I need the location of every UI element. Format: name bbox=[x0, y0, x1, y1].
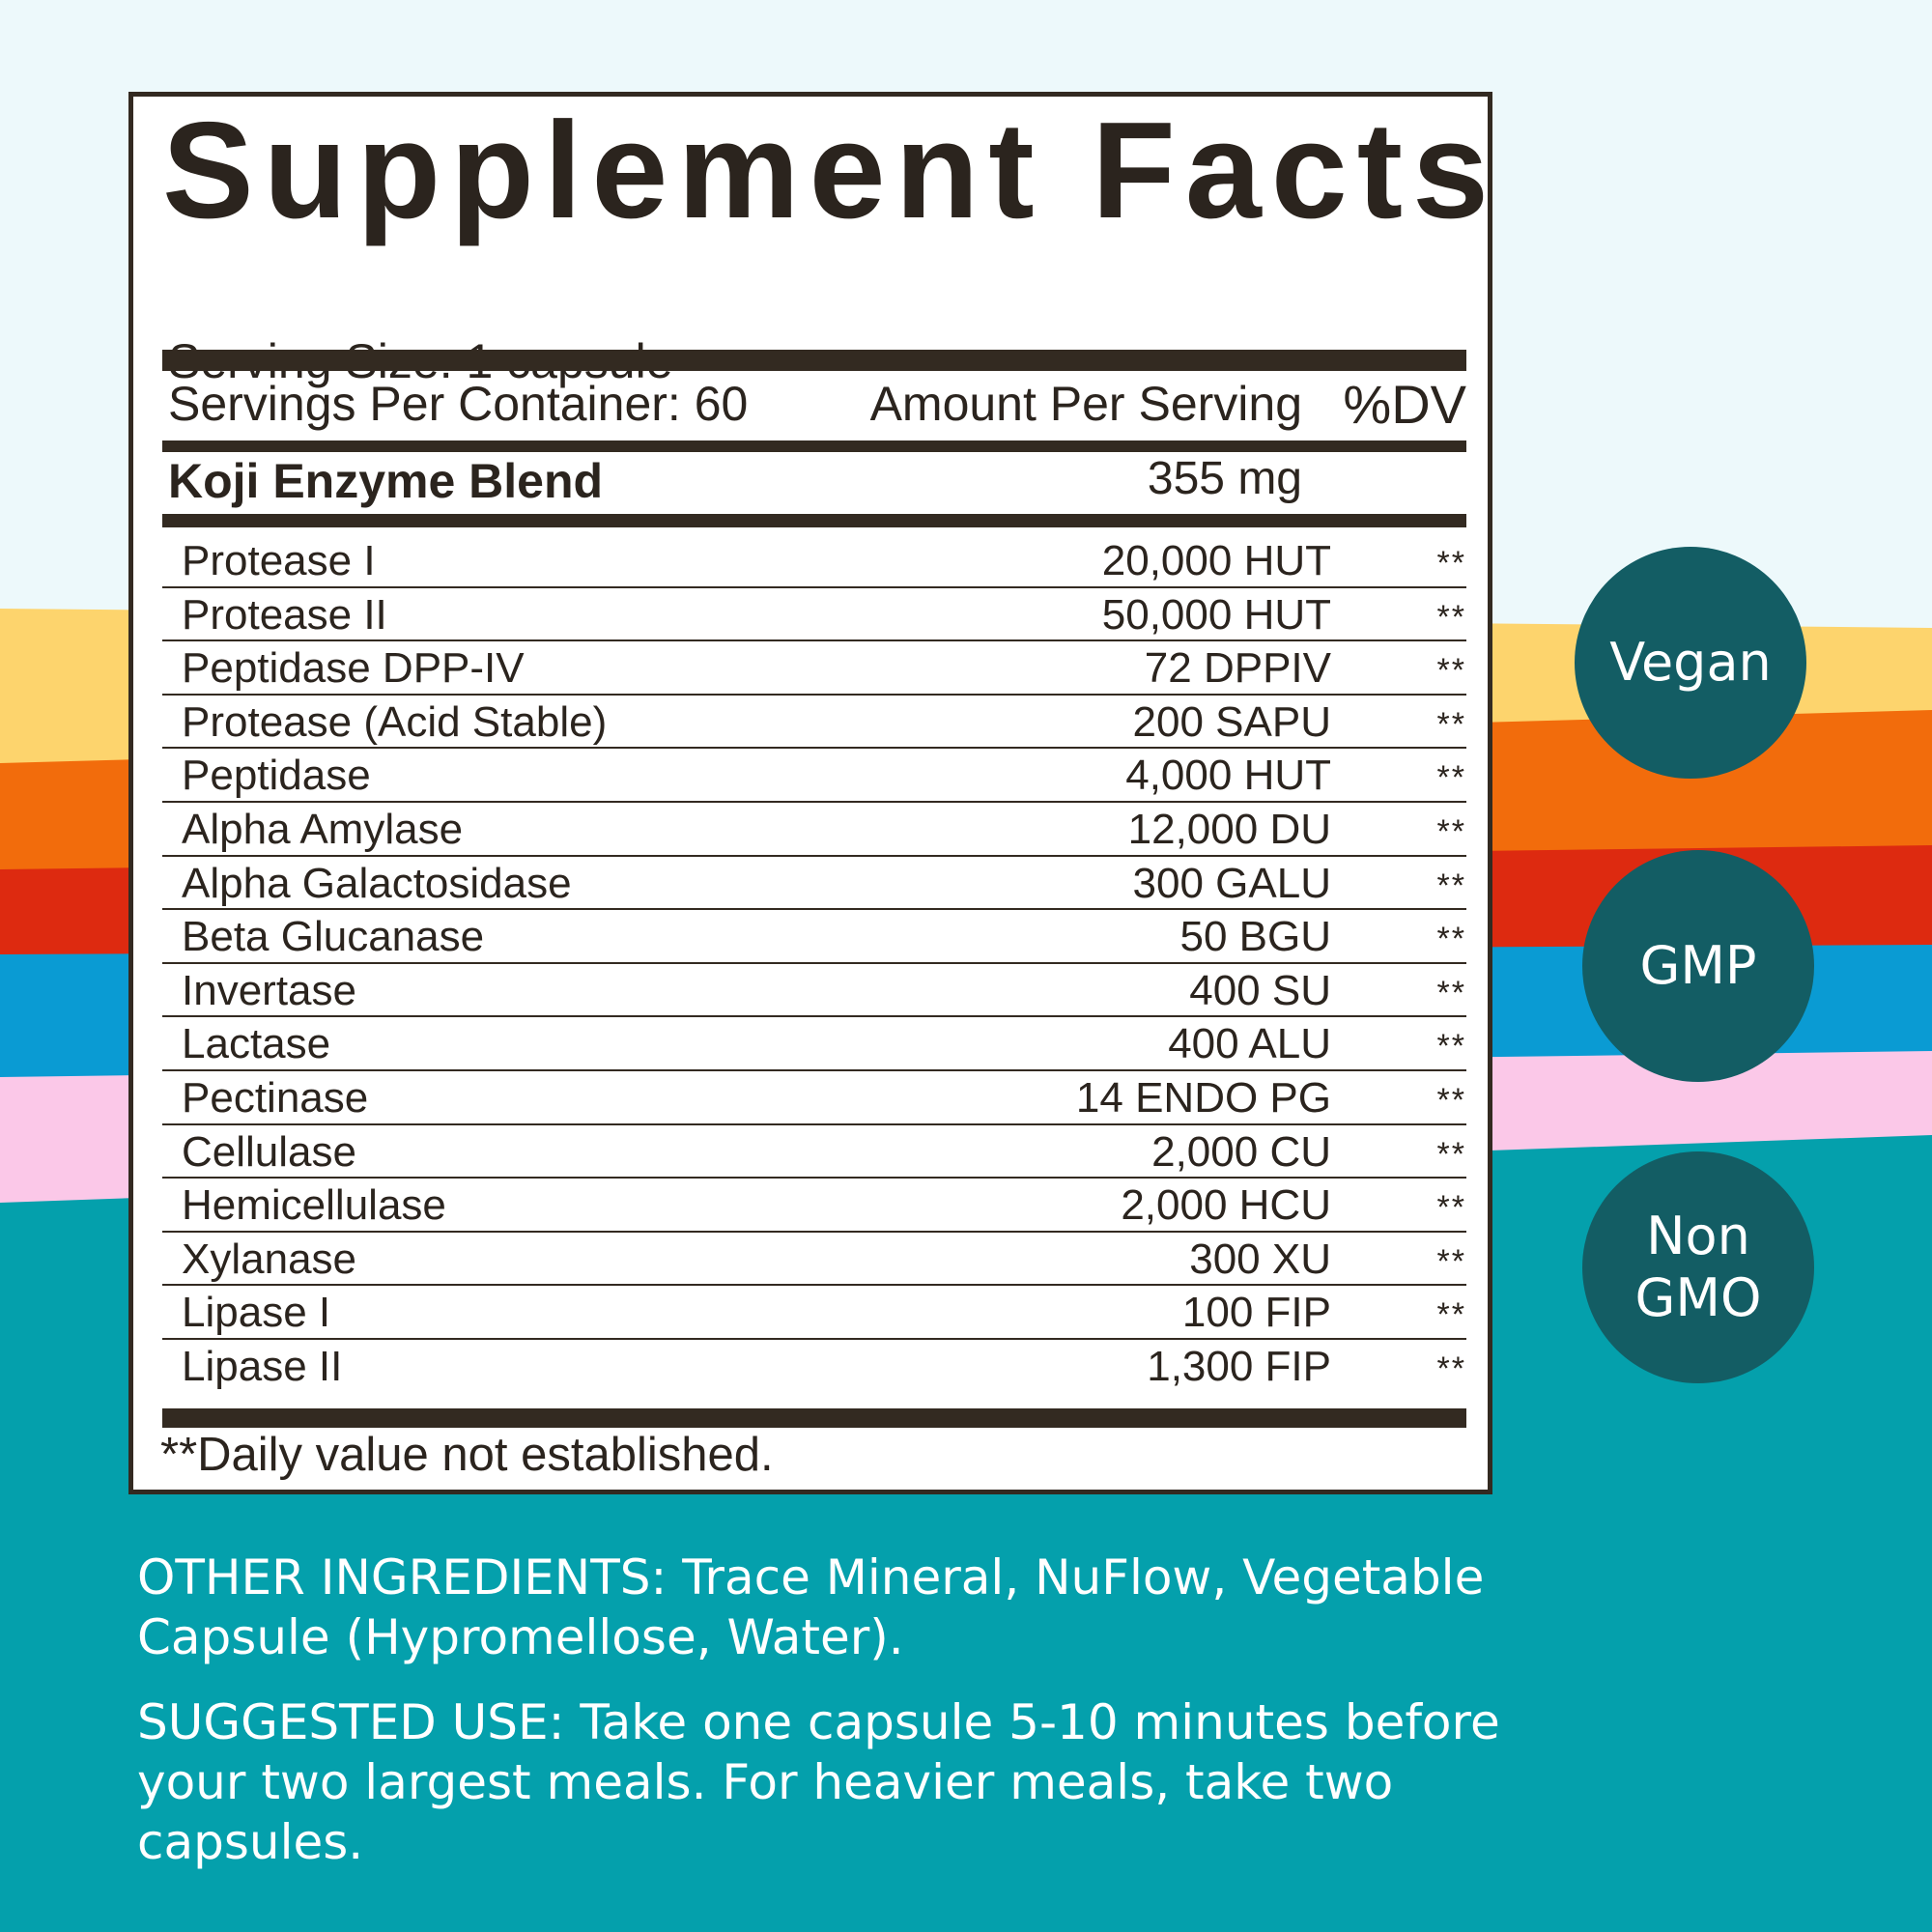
ingredient-row: Peptidase 4,000 HUT ** bbox=[162, 749, 1466, 803]
servings-per-container: Servings Per Container: 60 bbox=[168, 377, 749, 431]
ingredient-amount: 100 FIP bbox=[1181, 1289, 1331, 1337]
other-ingredients: OTHER INGREDIENTS: Trace Mineral, NuFlow… bbox=[137, 1549, 1485, 1665]
ingredient-row: Lactase 400 ALU ** bbox=[162, 1017, 1466, 1071]
ingredient-dv: ** bbox=[1436, 598, 1466, 636]
ingredient-row: Hemicellulase 2,000 HCU ** bbox=[162, 1179, 1466, 1233]
ingredient-amount: 4,000 HUT bbox=[1125, 752, 1331, 800]
label-title: Supplement Facts bbox=[162, 94, 1499, 247]
footnote: **Daily value not established. bbox=[160, 1429, 774, 1481]
ingredient-dv: ** bbox=[1436, 867, 1466, 904]
ingredient-dv: ** bbox=[1436, 1135, 1466, 1173]
ingredient-name: Alpha Amylase bbox=[182, 806, 464, 853]
ingredient-amount: 300 GALU bbox=[1132, 859, 1331, 907]
non-gmo-badge: Non GMO bbox=[1582, 1151, 1814, 1383]
supplement-facts-panel: Supplement Facts Serving Size: 1 capsule… bbox=[128, 92, 1492, 1494]
divider-thick bbox=[162, 1408, 1466, 1428]
ingredient-row: Lipase I 100 FIP ** bbox=[162, 1286, 1466, 1340]
blend-amount: 355 mg bbox=[1147, 453, 1302, 504]
ingredient-name: Hemicellulase bbox=[182, 1181, 446, 1230]
ingredient-amount: 400 ALU bbox=[1168, 1020, 1331, 1068]
blend-name: Koji Enzyme Blend bbox=[168, 454, 604, 508]
ingredient-amount: 20,000 HUT bbox=[1101, 537, 1331, 584]
ingredient-amount: 12,000 DU bbox=[1127, 806, 1331, 853]
ingredient-amount: 200 SAPU bbox=[1132, 697, 1331, 746]
ingredient-name: Peptidase DPP-IV bbox=[182, 644, 525, 693]
ingredient-dv: ** bbox=[1436, 759, 1466, 797]
divider-medium bbox=[162, 514, 1466, 527]
ingredient-row: Protease I 20,000 HUT ** bbox=[162, 534, 1466, 588]
gmp-badge: GMP bbox=[1582, 850, 1814, 1082]
ingredient-amount: 50 BGU bbox=[1179, 913, 1331, 961]
ingredient-dv: ** bbox=[1436, 652, 1466, 690]
dv-header: %DV bbox=[1343, 374, 1466, 435]
amount-header: Amount Per Serving bbox=[869, 377, 1302, 431]
ingredient-amount: 2,000 CU bbox=[1151, 1127, 1331, 1176]
ingredient-dv: ** bbox=[1436, 1296, 1466, 1334]
ingredient-dv: ** bbox=[1436, 974, 1466, 1011]
ingredient-row: Xylanase 300 XU ** bbox=[162, 1233, 1466, 1287]
ingredient-dv: ** bbox=[1436, 545, 1466, 582]
ingredient-amount: 300 XU bbox=[1189, 1235, 1331, 1283]
ingredient-dv: ** bbox=[1436, 1082, 1466, 1119]
ingredient-name: Lipase II bbox=[182, 1343, 343, 1390]
ingredient-name: Pectinase bbox=[182, 1074, 369, 1122]
ingredient-row: Alpha Galactosidase 300 GALU ** bbox=[162, 857, 1466, 911]
ingredient-name: Xylanase bbox=[182, 1235, 357, 1283]
non-gmo-line-1: Non bbox=[1646, 1206, 1750, 1266]
ingredient-amount: 14 ENDO PG bbox=[1075, 1074, 1331, 1122]
ingredient-row: Protease II 50,000 HUT ** bbox=[162, 588, 1466, 642]
vegan-badge: Vegan bbox=[1575, 547, 1806, 779]
ingredient-dv: ** bbox=[1436, 813, 1466, 850]
non-gmo-line-2: GMO bbox=[1634, 1267, 1762, 1328]
ingredient-name: Protease (Acid Stable) bbox=[182, 697, 608, 746]
ingredient-dv: ** bbox=[1436, 921, 1466, 958]
ingredient-row: Beta Glucanase 50 BGU ** bbox=[162, 910, 1466, 964]
ingredient-name: Invertase bbox=[182, 966, 356, 1014]
ingredient-amount: 2,000 HCU bbox=[1121, 1181, 1331, 1230]
ingredient-amount: 50,000 HUT bbox=[1101, 590, 1331, 639]
gmp-badge-text: GMP bbox=[1639, 935, 1757, 996]
ingredient-name: Lactase bbox=[182, 1020, 331, 1068]
suggested-use: SUGGESTED USE: Take one capsule 5-10 min… bbox=[137, 1694, 1500, 1870]
ingredient-row: Pectinase 14 ENDO PG ** bbox=[162, 1071, 1466, 1125]
ingredient-dv: ** bbox=[1436, 1189, 1466, 1227]
ingredient-dv: ** bbox=[1436, 1350, 1466, 1387]
ingredient-dv: ** bbox=[1436, 1028, 1466, 1065]
ingredient-row: Lipase II 1,300 FIP ** bbox=[162, 1340, 1466, 1394]
ingredient-name: Beta Glucanase bbox=[182, 913, 485, 961]
ingredient-name: Protease I bbox=[182, 537, 376, 584]
ingredient-dv: ** bbox=[1436, 1242, 1466, 1280]
divider-medium bbox=[162, 440, 1466, 452]
ingredient-name: Protease II bbox=[182, 590, 387, 639]
non-gmo-badge-text: Non GMO bbox=[1635, 1206, 1762, 1329]
ingredient-name: Alpha Galactosidase bbox=[182, 859, 572, 907]
ingredient-row: Cellulase 2,000 CU ** bbox=[162, 1125, 1466, 1179]
ingredient-amount: 72 DPPIV bbox=[1144, 644, 1331, 693]
ingredient-name: Cellulase bbox=[182, 1127, 356, 1176]
ingredient-dv: ** bbox=[1436, 705, 1466, 743]
ingredient-row: Alpha Amylase 12,000 DU ** bbox=[162, 803, 1466, 857]
divider-thick bbox=[162, 350, 1466, 371]
ingredient-amount: 400 SU bbox=[1189, 966, 1331, 1014]
ingredient-row: Protease (Acid Stable) 200 SAPU ** bbox=[162, 696, 1466, 750]
ingredient-row: Peptidase DPP-IV 72 DPPIV ** bbox=[162, 641, 1466, 696]
ingredient-row: Invertase 400 SU ** bbox=[162, 964, 1466, 1018]
ingredient-amount: 1,300 FIP bbox=[1147, 1343, 1331, 1390]
ingredient-name: Peptidase bbox=[182, 752, 371, 800]
vegan-badge-text: Vegan bbox=[1609, 632, 1772, 693]
ingredient-name: Lipase I bbox=[182, 1289, 331, 1337]
